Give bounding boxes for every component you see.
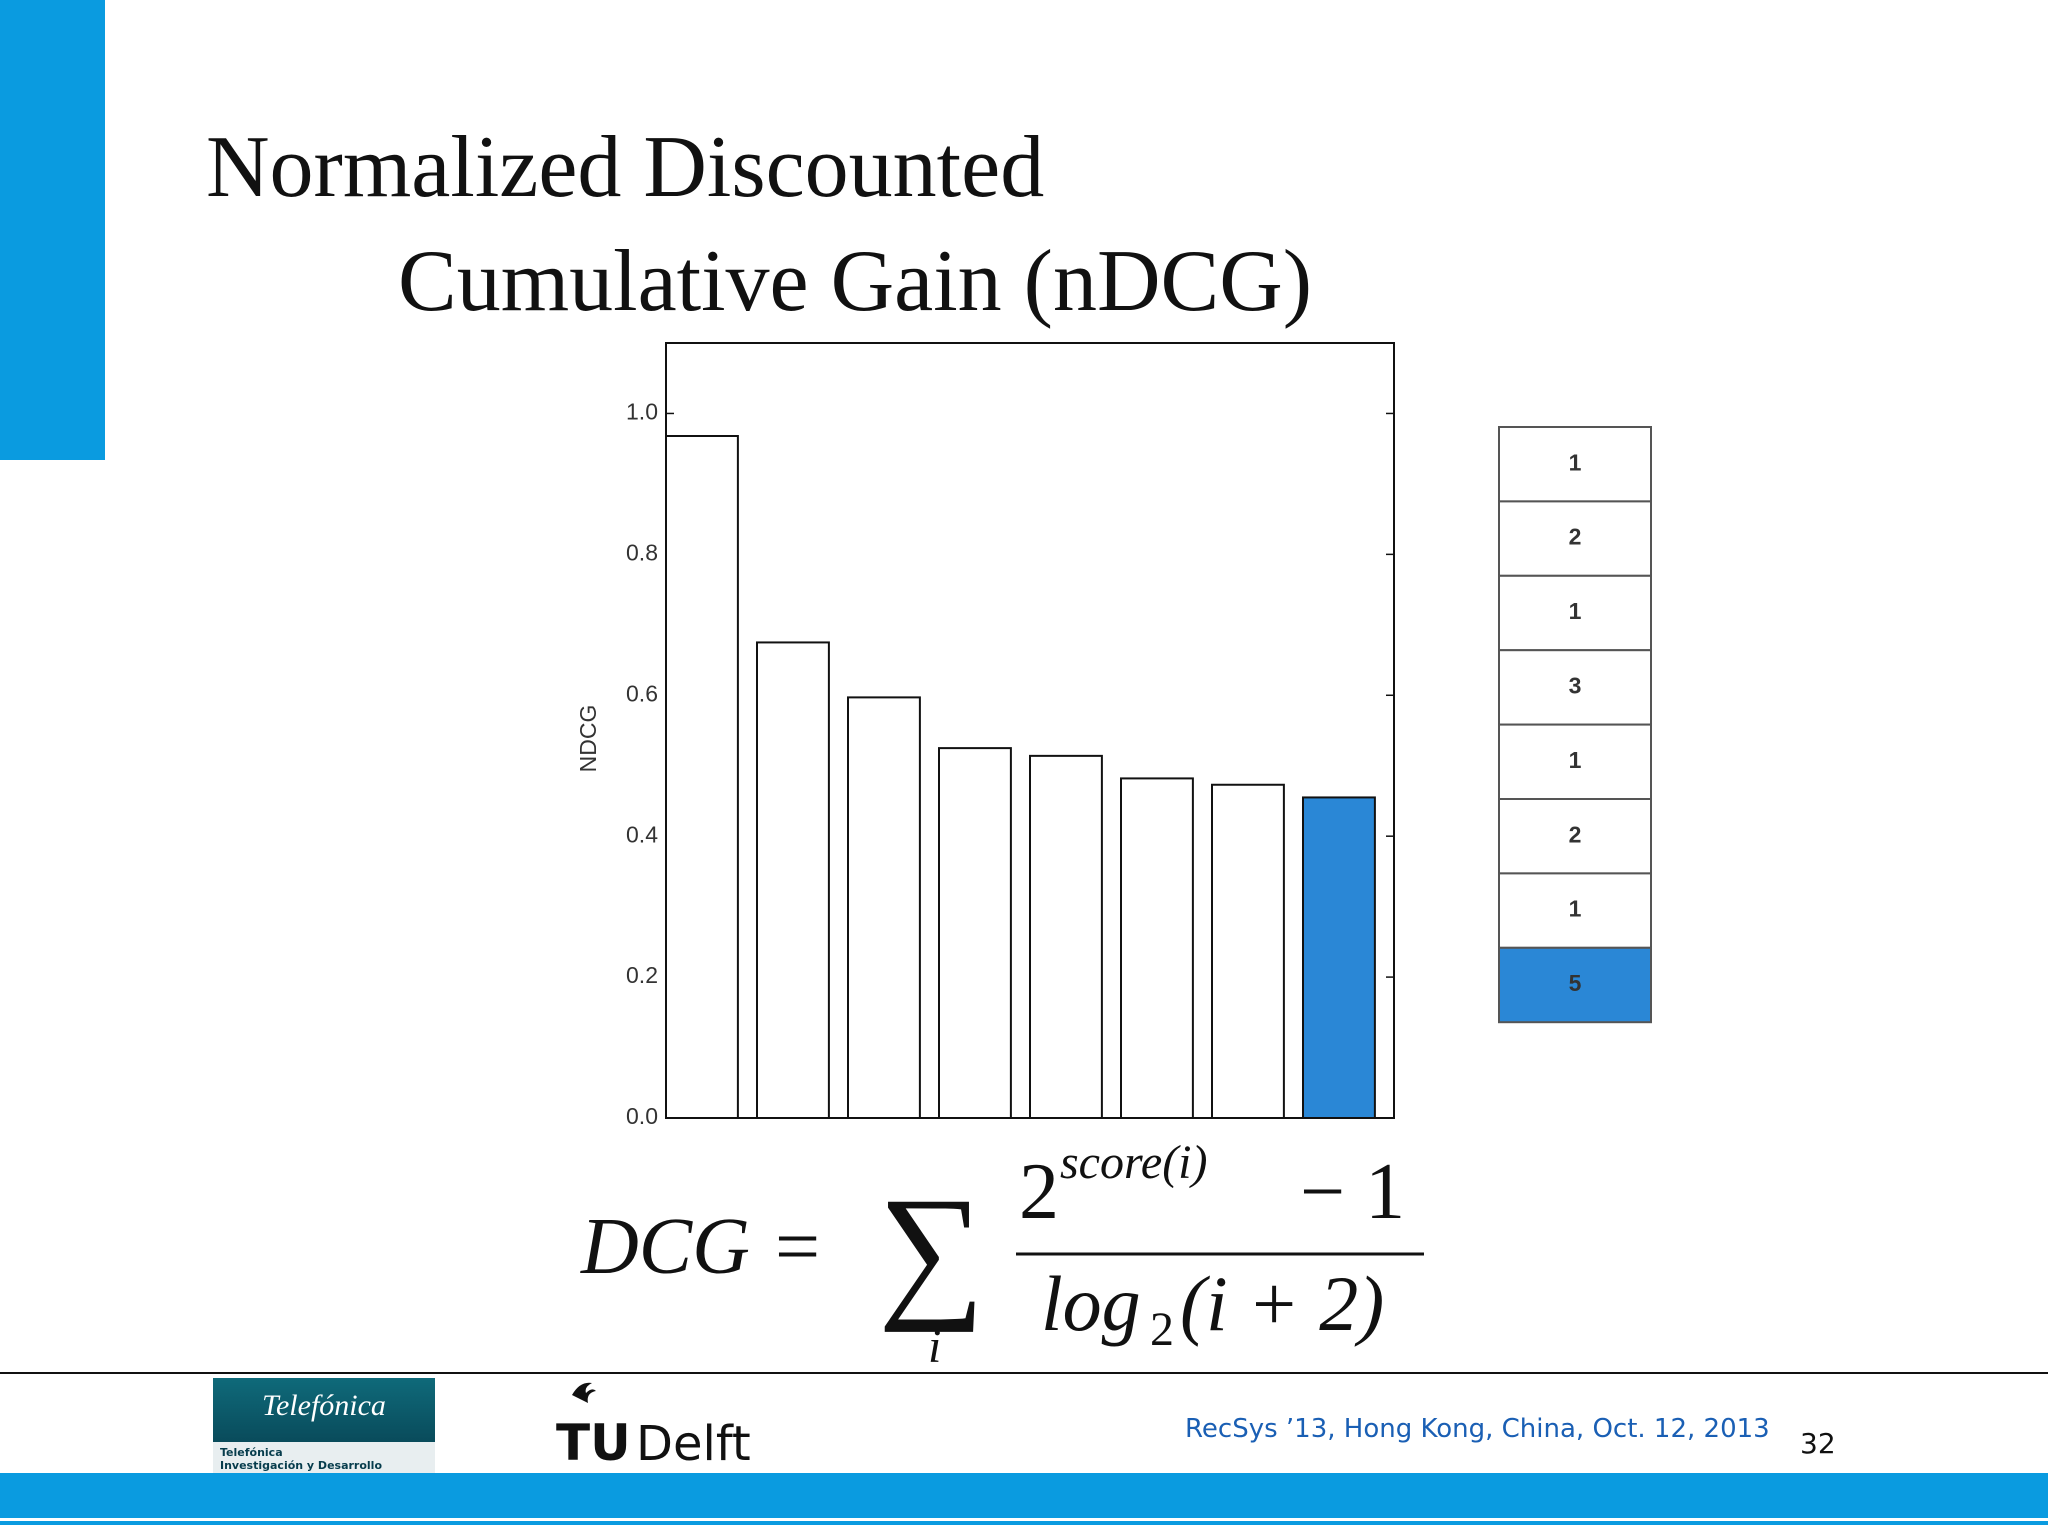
ranking-score: 2	[1569, 524, 1582, 550]
bar	[1120, 777, 1194, 1120]
footer-text: RecSys ’13, Hong Kong, China, Oct. 12, 2…	[1185, 1414, 1770, 1444]
formula-log-arg: (i + 2)	[1180, 1260, 1384, 1347]
bar	[938, 747, 1012, 1119]
telefonica-sub: Telefónica	[220, 1446, 283, 1459]
accent-bar	[0, 0, 105, 460]
telefonica-name: Telefónica	[262, 1389, 386, 1422]
formula-lhs: DCG =	[580, 1203, 824, 1291]
formula-log: log	[1041, 1260, 1141, 1347]
bar	[756, 641, 830, 1119]
y-tick-label: 0.4	[626, 821, 658, 847]
formula-sum: ∑	[878, 1167, 985, 1333]
telefonica-sub: Investigación y Desarrollo	[220, 1459, 382, 1472]
bar	[1302, 796, 1376, 1119]
ranking-cell	[1498, 946, 1652, 1024]
bar	[847, 696, 921, 1119]
ranking-list: 1 2 1 3 1 2 1 5	[1498, 426, 1652, 1024]
y-tick-label: 0.0	[626, 1103, 658, 1129]
ranking-score: 3	[1569, 672, 1582, 698]
footer-line	[0, 1521, 2048, 1525]
bar	[665, 435, 739, 1119]
chart: 0.0 0.2 0.4 0.6 0.8 1.0 NDCG	[575, 342, 1395, 1129]
ranking-score: 5	[1569, 970, 1582, 996]
tu-flame	[572, 1382, 596, 1403]
y-tick-label: 0.8	[626, 539, 658, 565]
ranking-score: 1	[1569, 896, 1582, 922]
formula-log-base: 2	[1150, 1303, 1174, 1356]
footer-band	[0, 1473, 2048, 1518]
page-number: 32	[1800, 1427, 1836, 1460]
formula-base: 2	[1019, 1148, 1059, 1236]
formula-index: i	[928, 1320, 941, 1373]
y-axis-label: NDCG	[575, 705, 601, 773]
formula-exponent: score(i)	[1060, 1136, 1208, 1189]
title: Normalized Discounted	[206, 119, 1044, 216]
ranking-score: 2	[1569, 821, 1582, 847]
plot-frame	[665, 342, 1395, 1119]
ranking-cell	[1498, 798, 1652, 875]
telefonica-logo-band	[213, 1442, 435, 1473]
y-tick-label: 0.2	[626, 962, 658, 988]
delft-logo: Delft	[636, 1416, 751, 1472]
formula: DCG = ∑ i 2 score(i) − 1 log 2 (i + 2)	[580, 1136, 1424, 1373]
formula-minus: − 1	[1300, 1148, 1405, 1236]
ranking-cell	[1498, 872, 1652, 949]
tu-logo: TU	[556, 1414, 631, 1472]
title: Cumulative Gain (nDCG)	[398, 233, 1312, 330]
bar	[1211, 783, 1285, 1119]
bar	[1029, 754, 1103, 1119]
ranking-cell	[1498, 723, 1652, 800]
y-tick-label: 0.6	[626, 680, 658, 706]
ranking-score: 1	[1569, 449, 1582, 475]
y-tick-label: 1.0	[626, 399, 658, 425]
ranking-score: 1	[1569, 598, 1582, 624]
ranking-score: 1	[1569, 747, 1582, 773]
